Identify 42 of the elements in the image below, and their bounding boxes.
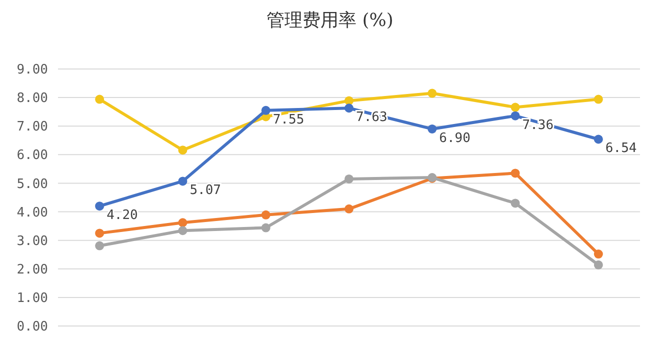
data-label: 7.63	[356, 110, 388, 126]
point	[178, 218, 188, 228]
chart-title: 管理费用率 (%)	[266, 10, 394, 31]
point	[594, 134, 603, 144]
data-label: 6.90	[439, 130, 470, 146]
point	[95, 228, 104, 238]
y-tick-label: 1.00	[16, 290, 48, 306]
y-tick-label: 0.00	[16, 320, 48, 335]
data-label: 5.07	[190, 183, 222, 198]
point	[178, 226, 188, 236]
point	[428, 124, 437, 134]
point	[95, 241, 104, 250]
point	[344, 96, 354, 106]
point	[594, 250, 603, 259]
point	[510, 168, 520, 178]
point	[95, 94, 104, 104]
y-tick-label: 6.00	[16, 148, 48, 164]
point	[178, 176, 188, 186]
point	[344, 174, 354, 184]
data-label: 7.55	[272, 112, 304, 128]
point	[178, 146, 188, 155]
point	[261, 223, 270, 232]
point	[344, 104, 354, 113]
y-tick-label: 4.00	[16, 205, 48, 220]
y-tick-label: 9.00	[16, 62, 48, 78]
y-tick-label: 2.00	[16, 262, 48, 278]
point	[344, 204, 354, 214]
point	[510, 111, 520, 120]
y-tick-label: 3.00	[16, 234, 48, 249]
data-label: 6.54	[605, 141, 637, 156]
point	[594, 94, 603, 104]
point	[510, 198, 520, 208]
data-label: 4.20	[106, 208, 138, 224]
point	[594, 260, 603, 270]
y-tick-label: 7.00	[16, 120, 48, 135]
point	[95, 202, 104, 211]
point	[261, 106, 270, 115]
y-tick-label: 8.00	[16, 91, 48, 106]
point	[428, 88, 437, 98]
point	[261, 210, 270, 220]
y-tick-label: 5.00	[16, 176, 48, 192]
point	[510, 102, 520, 112]
